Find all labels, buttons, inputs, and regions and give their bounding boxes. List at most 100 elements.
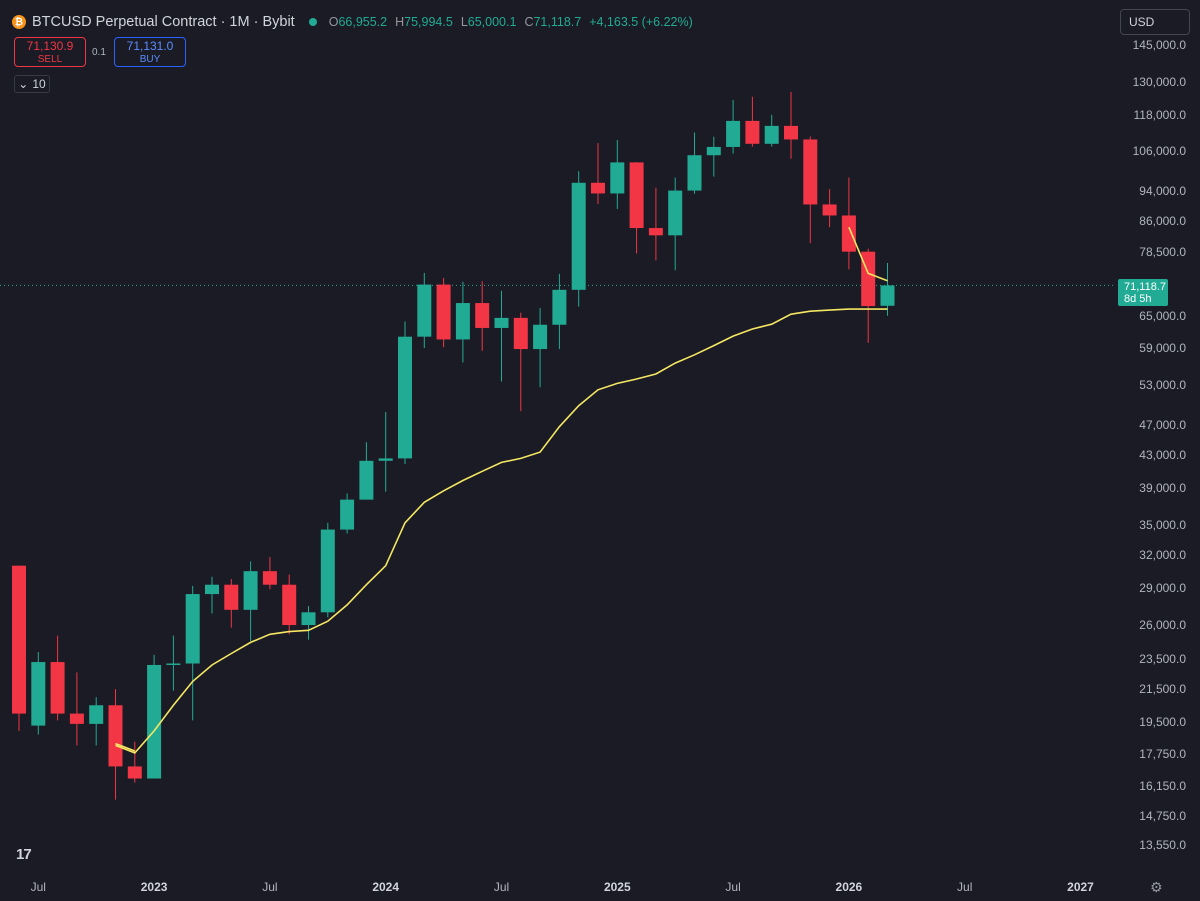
indicators-toggle[interactable]: ⌄ 10 (14, 75, 50, 93)
candle[interactable] (166, 635, 181, 691)
price-tick-label: 35,000.0 (1139, 517, 1186, 532)
candle[interactable] (340, 493, 355, 534)
currency-label: USD (1129, 15, 1155, 29)
indicator-count: 10 (32, 77, 46, 91)
candle-body (455, 303, 470, 340)
chart-header: ₿ BTCUSD Perpetual Contract · 1M · Bybit… (12, 12, 693, 32)
candle[interactable] (243, 561, 258, 641)
buy-price: 71,131.0 (126, 39, 174, 53)
sell-button[interactable]: 71,130.9 SELL (14, 37, 86, 67)
candle-body (436, 284, 451, 340)
candle-body (841, 215, 856, 252)
candle[interactable] (417, 272, 432, 348)
symbol-title[interactable]: BTCUSD Perpetual Contract · 1M · Bybit (32, 14, 295, 30)
price-tick-label: 53,000.0 (1139, 377, 1186, 392)
candle[interactable] (841, 177, 856, 270)
candle[interactable] (880, 263, 895, 316)
candle[interactable] (764, 114, 779, 147)
candle[interactable] (89, 697, 104, 746)
price-tick-label: 59,000.0 (1139, 341, 1186, 356)
price-tick-label: 106,000.0 (1132, 143, 1186, 158)
price-tick-label: 39,000.0 (1139, 481, 1186, 496)
ohlc-readout: O66,955.2 H75,994.5 L65,000.1 C71,118.7 … (328, 15, 693, 29)
candle[interactable] (185, 585, 200, 721)
candle[interactable] (706, 136, 721, 177)
candle[interactable] (12, 565, 26, 731)
candle[interactable] (494, 290, 509, 382)
time-tick-label: 2025 (603, 880, 631, 894)
candle[interactable] (552, 273, 567, 350)
candle-body (378, 458, 393, 461)
candle[interactable] (205, 576, 219, 614)
tradingview-logo-icon[interactable]: 17 (16, 846, 32, 863)
candle-body (320, 529, 335, 613)
candle[interactable] (687, 132, 702, 194)
candle[interactable] (455, 281, 470, 363)
candle[interactable] (127, 741, 142, 783)
candle[interactable] (745, 96, 760, 147)
candle-body (262, 571, 277, 585)
price-tick-label: 13,550.0 (1139, 838, 1186, 852)
short-ma-line-end (848, 226, 888, 282)
candle[interactable] (262, 557, 277, 590)
gear-icon[interactable]: ⚙ (1150, 879, 1163, 895)
open-value: 66,955.2 (338, 15, 388, 29)
price-tick-label: 32,000.0 (1139, 547, 1186, 562)
currency-select[interactable]: USD (1120, 9, 1190, 35)
candle-body (513, 317, 528, 350)
candle-body (610, 162, 625, 194)
candle[interactable] (784, 91, 798, 159)
candle[interactable] (822, 189, 837, 228)
candle-body (726, 120, 741, 147)
time-tick-label: 2024 (372, 880, 400, 894)
live-dot-icon (308, 18, 317, 26)
last-price-tag: 71,118.7 8d 5h (1118, 279, 1168, 306)
candle[interactable] (398, 321, 412, 464)
candle[interactable] (475, 281, 490, 351)
candle[interactable] (320, 522, 335, 618)
candle-body (552, 289, 567, 325)
candle[interactable] (513, 312, 528, 412)
candle[interactable] (436, 278, 451, 348)
price-tick-label: 23,500.0 (1139, 652, 1186, 667)
candle-body (571, 182, 586, 290)
candle[interactable] (31, 652, 46, 735)
candle-body (591, 182, 605, 194)
candle-body (31, 662, 46, 726)
candle[interactable] (359, 442, 374, 500)
candle-body (224, 584, 239, 610)
candle[interactable] (69, 672, 84, 746)
candle[interactable] (301, 606, 316, 640)
candle[interactable] (533, 308, 548, 388)
candle[interactable] (282, 574, 297, 635)
candle-body (880, 285, 895, 306)
candle-body (745, 120, 760, 144)
candle-body (147, 664, 162, 779)
candle[interactable] (803, 136, 818, 244)
time-tick-label: Jul (725, 880, 741, 894)
price-tick-label: 17,750.0 (1139, 746, 1186, 761)
candle[interactable] (668, 177, 683, 271)
candle[interactable] (378, 411, 393, 492)
candle[interactable] (629, 162, 644, 254)
candle-body (706, 146, 721, 156)
candle[interactable] (571, 171, 586, 307)
candle-body (12, 565, 26, 714)
price-tick-label: 118,000.0 (1133, 107, 1187, 122)
candle[interactable] (648, 187, 663, 261)
buy-button[interactable]: 71,131.0 BUY (114, 37, 186, 67)
candle[interactable] (224, 579, 239, 628)
candle-body (340, 499, 355, 530)
time-tick-label: Jul (957, 880, 973, 894)
candle-body (89, 705, 104, 724)
candle[interactable] (726, 99, 741, 154)
candle[interactable] (610, 140, 625, 209)
candle-body (166, 663, 181, 665)
time-tick-label: 2027 (1067, 880, 1094, 894)
high-value: 75,994.5 (404, 15, 453, 29)
candle[interactable] (50, 635, 65, 721)
candle[interactable] (591, 143, 605, 205)
candle-body (282, 584, 297, 626)
candle[interactable] (147, 654, 162, 779)
